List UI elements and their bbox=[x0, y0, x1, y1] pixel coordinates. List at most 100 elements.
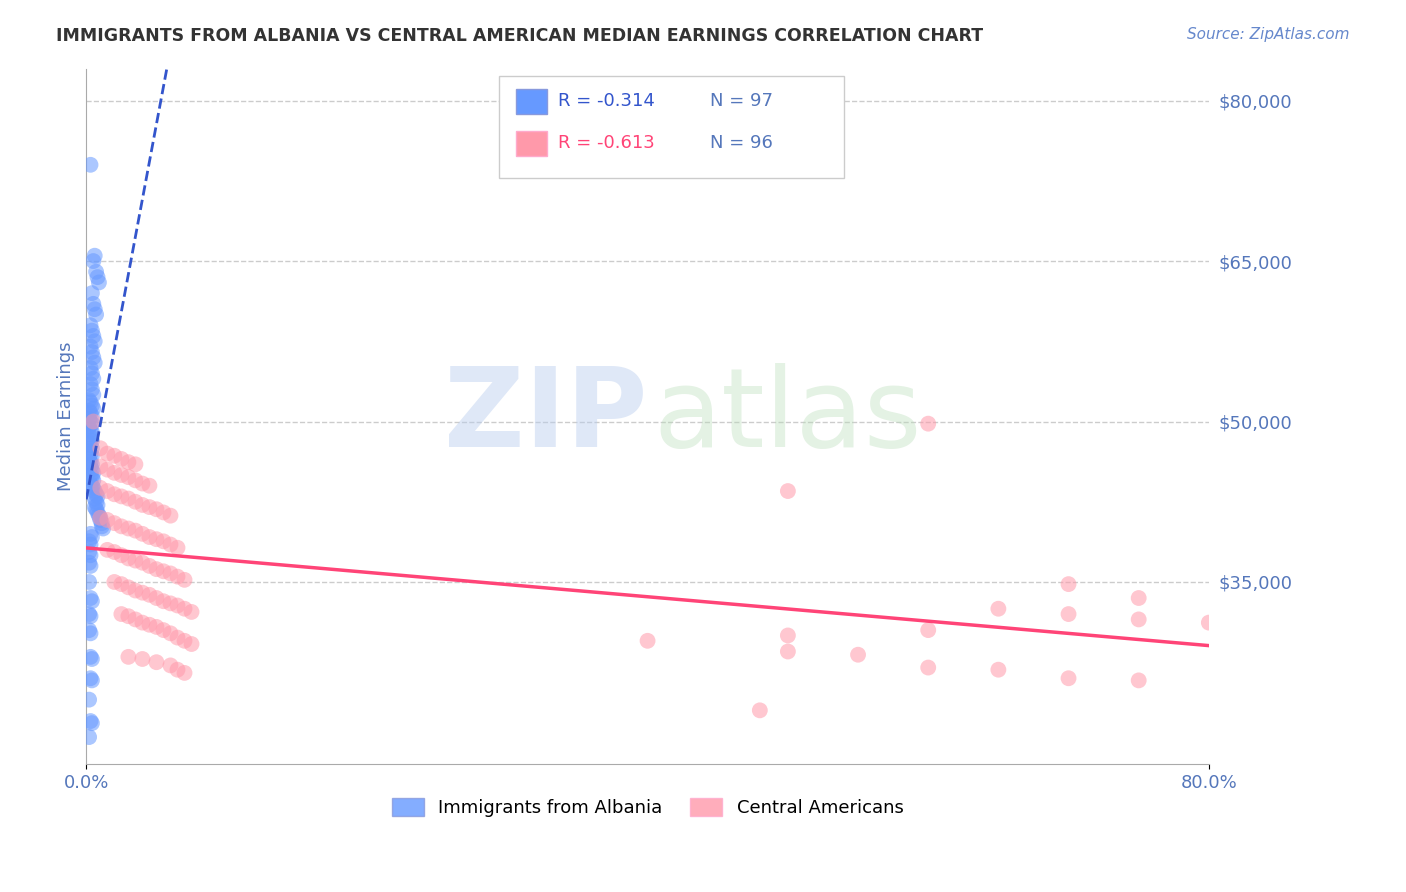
Point bbox=[79, 447, 101, 461]
Point bbox=[82, 351, 104, 365]
Point bbox=[110, 548, 132, 562]
Point bbox=[79, 415, 101, 429]
Point bbox=[83, 302, 105, 317]
Point bbox=[124, 583, 146, 598]
Point bbox=[77, 730, 100, 744]
Point bbox=[1198, 615, 1220, 630]
Point bbox=[1128, 591, 1150, 605]
Point bbox=[84, 487, 107, 501]
Point bbox=[159, 566, 181, 581]
Point bbox=[89, 510, 111, 524]
Point bbox=[82, 372, 104, 386]
Point bbox=[80, 434, 103, 448]
Point bbox=[145, 655, 167, 669]
Point bbox=[103, 449, 125, 463]
Point bbox=[138, 588, 160, 602]
Point bbox=[80, 530, 103, 544]
Point bbox=[89, 481, 111, 495]
Point bbox=[83, 356, 105, 370]
Point bbox=[79, 548, 101, 562]
Point bbox=[166, 663, 188, 677]
Point bbox=[159, 508, 181, 523]
Text: ZIP: ZIP bbox=[444, 363, 648, 470]
Point bbox=[131, 585, 153, 599]
Point bbox=[80, 367, 103, 381]
Point bbox=[117, 491, 139, 506]
Point bbox=[79, 671, 101, 685]
Point bbox=[79, 318, 101, 333]
Point bbox=[82, 466, 104, 480]
Point bbox=[124, 474, 146, 488]
Text: IMMIGRANTS FROM ALBANIA VS CENTRAL AMERICAN MEDIAN EARNINGS CORRELATION CHART: IMMIGRANTS FROM ALBANIA VS CENTRAL AMERI… bbox=[56, 27, 983, 45]
Point bbox=[77, 623, 100, 637]
Point bbox=[80, 324, 103, 338]
Point bbox=[82, 388, 104, 402]
Point bbox=[89, 459, 111, 474]
Point bbox=[124, 458, 146, 472]
Point bbox=[80, 442, 103, 456]
Point bbox=[84, 494, 107, 508]
Point bbox=[79, 158, 101, 172]
Point bbox=[1128, 673, 1150, 688]
Point bbox=[83, 484, 105, 499]
Point bbox=[87, 508, 110, 523]
Point bbox=[91, 521, 114, 535]
Point bbox=[79, 455, 101, 469]
Point bbox=[80, 286, 103, 301]
Point bbox=[80, 399, 103, 413]
Y-axis label: Median Earnings: Median Earnings bbox=[58, 342, 75, 491]
Point bbox=[124, 612, 146, 626]
Point bbox=[79, 423, 101, 437]
Point bbox=[145, 532, 167, 546]
Point bbox=[138, 617, 160, 632]
Point bbox=[82, 415, 104, 429]
Point bbox=[79, 609, 101, 624]
Point bbox=[110, 452, 132, 467]
Point bbox=[131, 526, 153, 541]
Point bbox=[83, 500, 105, 514]
Point bbox=[917, 623, 939, 637]
Point bbox=[89, 442, 111, 456]
Point bbox=[87, 276, 110, 290]
Point bbox=[117, 551, 139, 566]
Text: N = 97: N = 97 bbox=[710, 92, 773, 110]
Point bbox=[77, 452, 100, 467]
Point bbox=[79, 459, 101, 474]
Point bbox=[166, 631, 188, 645]
Point bbox=[80, 458, 103, 472]
Point bbox=[110, 490, 132, 504]
Point bbox=[79, 406, 101, 420]
Point bbox=[987, 601, 1010, 615]
Point bbox=[89, 513, 111, 527]
Point bbox=[110, 468, 132, 483]
Point bbox=[80, 716, 103, 731]
Point bbox=[103, 466, 125, 480]
Point bbox=[80, 345, 103, 359]
Point bbox=[124, 524, 146, 538]
Point bbox=[79, 714, 101, 728]
Point bbox=[82, 297, 104, 311]
Point bbox=[79, 361, 101, 376]
Point bbox=[152, 594, 174, 608]
Point bbox=[117, 649, 139, 664]
Point bbox=[86, 270, 108, 285]
Point bbox=[110, 577, 132, 591]
Point bbox=[117, 580, 139, 594]
Point bbox=[80, 479, 103, 493]
Point bbox=[80, 425, 103, 440]
Point bbox=[124, 494, 146, 508]
Point bbox=[131, 476, 153, 491]
Point bbox=[152, 623, 174, 637]
Point bbox=[79, 649, 101, 664]
Point bbox=[166, 541, 188, 555]
Point bbox=[84, 265, 107, 279]
Point bbox=[79, 591, 101, 605]
Point bbox=[79, 438, 101, 452]
Point bbox=[80, 652, 103, 666]
Point bbox=[86, 498, 108, 512]
Point bbox=[152, 564, 174, 578]
Point bbox=[86, 490, 108, 504]
Point bbox=[80, 470, 103, 484]
Point bbox=[124, 553, 146, 567]
Point bbox=[82, 481, 104, 495]
